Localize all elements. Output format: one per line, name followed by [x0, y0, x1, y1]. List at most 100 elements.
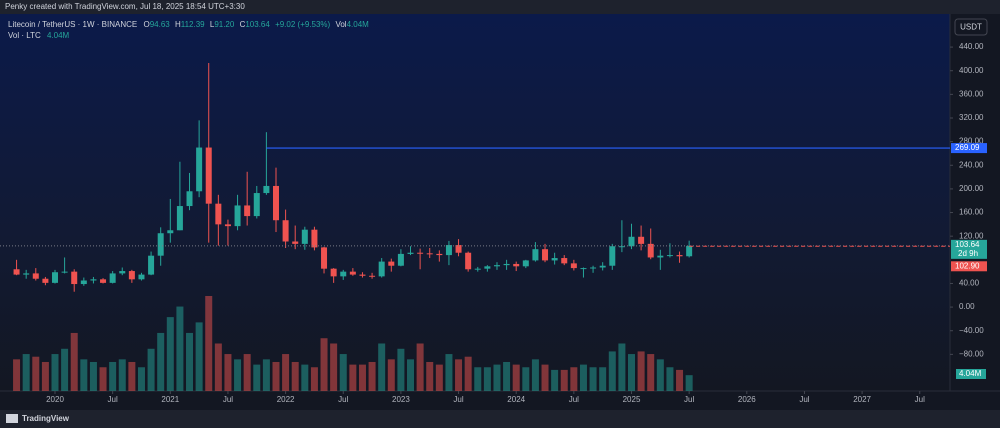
legend-line: Litecoin / TetherUS · 1W · BINANCE O94.6…	[8, 20, 369, 29]
volume-bar	[349, 364, 357, 391]
volume-bar	[378, 343, 386, 391]
candle-body	[340, 271, 347, 277]
currency-button[interactable]	[954, 18, 988, 36]
candle-body	[321, 247, 328, 269]
candle-body	[542, 249, 549, 261]
volume-bar	[589, 367, 597, 391]
volume-bar	[70, 332, 78, 391]
legend-key: L	[210, 20, 215, 29]
price-label: 103.64	[955, 240, 980, 249]
legend-value: 4.04M	[47, 31, 70, 40]
legend-key: C	[240, 20, 246, 29]
volume-bar	[243, 354, 251, 391]
legend-value: 103.64	[245, 20, 270, 29]
candle-body	[474, 268, 481, 270]
candle-body	[551, 258, 558, 261]
candle-body	[455, 245, 462, 253]
volume-bar	[435, 364, 443, 391]
volume-bar	[61, 348, 69, 391]
plot-area	[0, 14, 950, 391]
x-tick-label: 2023	[392, 395, 410, 404]
x-tick-label: Jul	[915, 395, 925, 404]
candle-body	[676, 255, 683, 257]
volume-bar	[32, 356, 40, 391]
volume-bar	[522, 367, 530, 391]
price-axis	[950, 14, 1000, 391]
volume-bar	[51, 354, 59, 391]
volume-bar	[253, 364, 261, 391]
legend-symbol: Litecoin / TetherUS · 1W · BINANCE	[8, 20, 137, 29]
level-label-box	[951, 143, 987, 154]
legend-value: 112.39	[181, 20, 205, 29]
candle-body	[580, 268, 587, 270]
volume-bar	[541, 364, 549, 391]
header-bar	[0, 0, 1000, 14]
candle-body	[282, 220, 289, 242]
candle-body	[561, 258, 568, 264]
volume-bar	[282, 354, 290, 391]
volume-bar	[656, 359, 664, 391]
volume-label: 4.04M	[959, 369, 982, 378]
x-tick-label: Jul	[453, 395, 463, 404]
x-tick-label: Jul	[338, 395, 348, 404]
x-tick-label: Jul	[569, 395, 579, 404]
candle-body	[100, 279, 107, 283]
y-tick-label: 0.00	[959, 302, 975, 311]
candle-body	[119, 271, 126, 274]
candle-body	[359, 274, 366, 276]
volume-bar	[397, 348, 405, 391]
volume-bar	[41, 361, 49, 391]
candle-body	[128, 271, 135, 280]
candle-body	[618, 246, 625, 248]
volume-bar	[599, 367, 607, 391]
volume-bar	[310, 367, 318, 391]
volume-bar	[474, 367, 482, 391]
volume-bar	[579, 364, 587, 391]
candle-body	[628, 236, 635, 247]
candle-body	[590, 267, 597, 269]
legend-value: 4.04M	[347, 20, 370, 29]
candle-body	[157, 233, 164, 256]
legend: Litecoin / TetherUS · 1W · BINANCE O94.6…	[8, 20, 369, 40]
volume-bar	[118, 359, 126, 391]
candle-body	[292, 241, 299, 244]
volume-bar	[493, 364, 501, 391]
volume-bar	[676, 369, 684, 391]
candle-body	[13, 269, 20, 275]
candle-body	[599, 265, 606, 268]
volume-bar	[368, 361, 376, 391]
y-tick-label: 160.00	[959, 208, 984, 217]
footer-bar	[0, 410, 1000, 428]
candle-body	[513, 263, 520, 267]
candle-body	[484, 266, 491, 269]
candle-body	[71, 271, 78, 285]
x-tick-label: 2026	[738, 395, 756, 404]
candle-body	[666, 255, 673, 257]
candle-body	[167, 230, 174, 234]
x-tick-label: 2024	[507, 395, 525, 404]
volume-bar	[330, 343, 338, 391]
legend-key: Vol	[335, 20, 346, 29]
volume-bar	[186, 332, 194, 391]
y-tick-label: 120.00	[959, 231, 984, 240]
volume-bar	[455, 359, 463, 391]
volume-bar	[137, 367, 145, 391]
volume-bar	[195, 322, 203, 391]
volume-bar	[339, 354, 347, 391]
y-tick-label: 360.00	[959, 89, 984, 98]
candle-body	[138, 274, 145, 280]
candle-body	[196, 147, 203, 192]
candle-body	[647, 243, 654, 258]
candle-body	[638, 236, 645, 244]
y-tick-label: −80.00	[959, 349, 984, 358]
price-label: 102.90	[955, 261, 980, 270]
x-tick-label: 2020	[46, 395, 64, 404]
y-tick-label: 320.00	[959, 113, 984, 122]
candle-body	[407, 252, 414, 254]
legend-key: O	[143, 20, 149, 29]
candle-body	[90, 279, 97, 281]
candle-body	[32, 273, 39, 279]
currency[interactable]: USDT	[960, 23, 982, 32]
volume-bar	[618, 343, 626, 391]
